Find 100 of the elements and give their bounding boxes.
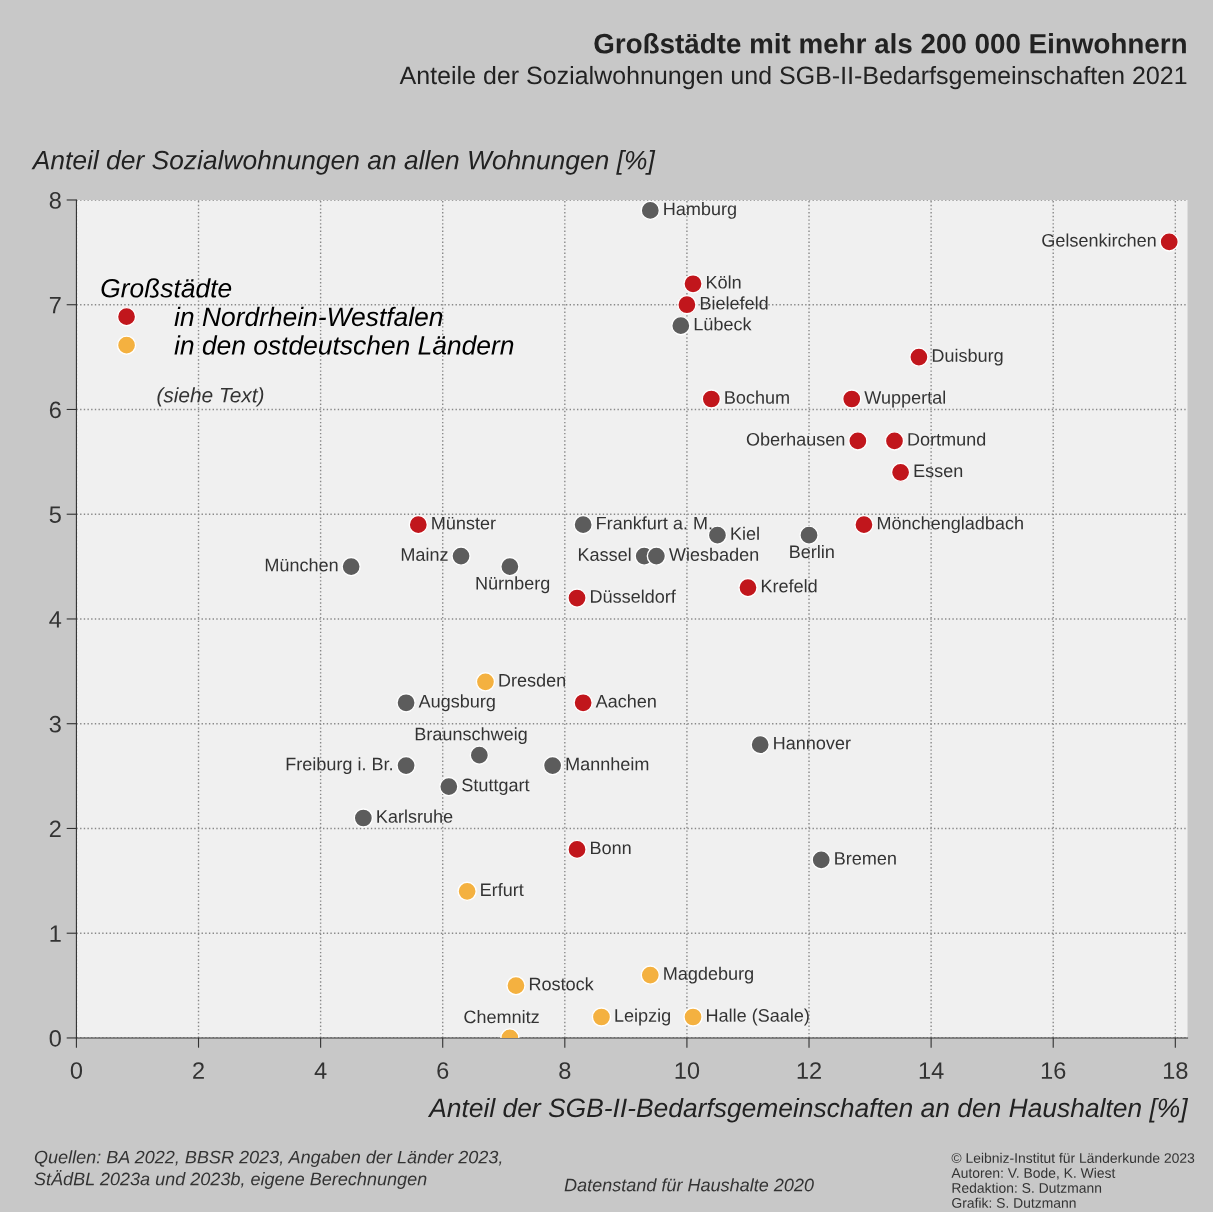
annotation: Krefeld — [761, 579, 817, 593]
point — [469, 745, 490, 765]
point — [567, 839, 587, 860]
annotation: Düsseldorf — [591, 589, 676, 603]
point — [750, 734, 770, 755]
annotation: München — [265, 558, 338, 572]
annotation: Münster — [432, 516, 496, 530]
point — [573, 693, 593, 713]
annotation: Halle (Saale) — [707, 1008, 809, 1026]
point — [1159, 232, 1179, 252]
point — [683, 274, 703, 294]
text: © Leibniz-Institut für Länderkunde 2023 Autoren: V. Bode, K. Wiest Redaktion: S. Dutzmann Grafik: S. Dutzmann — [951, 1152, 1195, 1208]
point — [738, 577, 758, 598]
y-tick-label: 6 — [49, 401, 61, 419]
point — [890, 462, 911, 483]
point — [500, 556, 520, 577]
x-tick-label: 10 — [675, 1062, 700, 1079]
y-tick-label: 0 — [49, 1030, 61, 1047]
point — [567, 588, 587, 608]
annotation: Kiel — [731, 526, 759, 541]
annotation: Braunschweig — [415, 727, 527, 745]
legend-title: Großstädte — [101, 278, 232, 298]
annotation: Wiesbaden — [668, 547, 759, 561]
annotation: Freiburg i. Br. — [286, 757, 392, 775]
x-tick-label: 18 — [1163, 1062, 1188, 1079]
x-tick-label: 12 — [797, 1062, 821, 1079]
point — [646, 546, 667, 566]
point — [542, 755, 563, 776]
x-axis-title: Anteil der SGB-II-Bedarfsgemeinschaften an den Haushalten [%] — [427, 1097, 1189, 1123]
point — [439, 776, 459, 797]
point — [701, 389, 722, 409]
point — [854, 514, 874, 535]
annotation: Dresden — [499, 673, 566, 687]
point — [909, 347, 929, 367]
point — [396, 755, 416, 776]
point — [671, 315, 691, 336]
y-tick-label: 7 — [49, 297, 61, 314]
annotation: Frankfurt a. M. — [597, 516, 712, 530]
annotation: Mannheim — [566, 757, 649, 771]
annotation: Augsburg — [418, 694, 495, 712]
annotation: Aachen — [595, 694, 656, 708]
y-tick-label: 1 — [50, 925, 61, 942]
y-tick-label: 8 — [49, 192, 61, 209]
annotation: Erfurt — [481, 882, 524, 897]
annotation: Berlin — [790, 544, 834, 559]
point — [396, 693, 416, 713]
annotation: Bremen — [835, 852, 896, 865]
annotation: Rostock — [529, 977, 594, 991]
point — [591, 1007, 612, 1027]
point — [640, 965, 661, 985]
text: Datenstand für Haushalte 2020 — [564, 1178, 814, 1192]
point — [811, 850, 831, 870]
annotation: Duisburg — [932, 348, 1003, 366]
point — [677, 294, 697, 315]
annotation: Karlsruhe — [377, 809, 453, 823]
point — [573, 514, 593, 535]
annotation: Chemnitz — [464, 1010, 539, 1024]
chart-subtitle: Anteile der Sozialwohnungen und SGB-II-Bedarfsgemeinschaften 2021 — [399, 65, 1187, 90]
x-tick-label: 4 — [314, 1062, 327, 1079]
point — [848, 431, 868, 451]
annotation: Mönchengladbach — [877, 516, 1023, 534]
x-tick-label: 6 — [437, 1062, 449, 1079]
point — [353, 808, 374, 828]
y-tick-label: 3 — [49, 715, 61, 733]
annotation: Bonn — [591, 841, 631, 855]
legend-label: in den ostdeutschen Ländern — [174, 335, 514, 355]
point — [475, 672, 496, 692]
annotation: Nürnberg — [476, 576, 550, 594]
chart-title: Großstädte mit mehr als 200 000 Einwohnern — [594, 33, 1186, 54]
annotation: Leipzig — [615, 1008, 670, 1026]
x-tick-label: 14 — [919, 1062, 944, 1079]
annotation: Wuppertal — [864, 390, 946, 408]
annotation: Bochum — [725, 390, 789, 404]
annotation: Oberhausen — [746, 432, 845, 446]
annotation: Hannover — [774, 736, 851, 750]
legend-label: in Nordrhein-Westfalen — [174, 306, 443, 327]
x-tick-label: 16 — [1041, 1062, 1066, 1079]
annotation: Mainz — [401, 547, 448, 561]
point — [640, 200, 661, 221]
source-note: Quellen: BA 2022, BBSR 2023, Angaben der Länder 2023, StÄdBL 2023a und 2023b, eigene Berechnungen — [34, 1150, 502, 1189]
y-axis-title: Anteil der Sozialwohnungen an allen Wohnungen [%] — [31, 150, 656, 175]
annotation: Gelsenkirchen — [1042, 233, 1156, 247]
annotation: Bielefeld — [700, 296, 768, 310]
point — [683, 1007, 703, 1027]
annotation: Magdeburg — [664, 966, 753, 984]
point — [451, 546, 471, 566]
annotation: Köln — [707, 275, 741, 289]
annotation: Essen — [914, 464, 963, 478]
annotation: (siehe Text) — [157, 387, 264, 407]
point — [408, 514, 429, 535]
point — [457, 881, 477, 902]
annotation: Kassel — [578, 547, 631, 561]
y-tick-label: 4 — [49, 611, 62, 628]
point — [799, 525, 819, 545]
annotation: Stuttgart — [462, 778, 530, 795]
x-tick-label: 8 — [559, 1062, 571, 1079]
annotation: Hamburg — [664, 202, 736, 219]
x-tick-label: 2 — [193, 1062, 204, 1079]
y-tick-label: 5 — [49, 506, 61, 524]
point — [884, 431, 905, 451]
